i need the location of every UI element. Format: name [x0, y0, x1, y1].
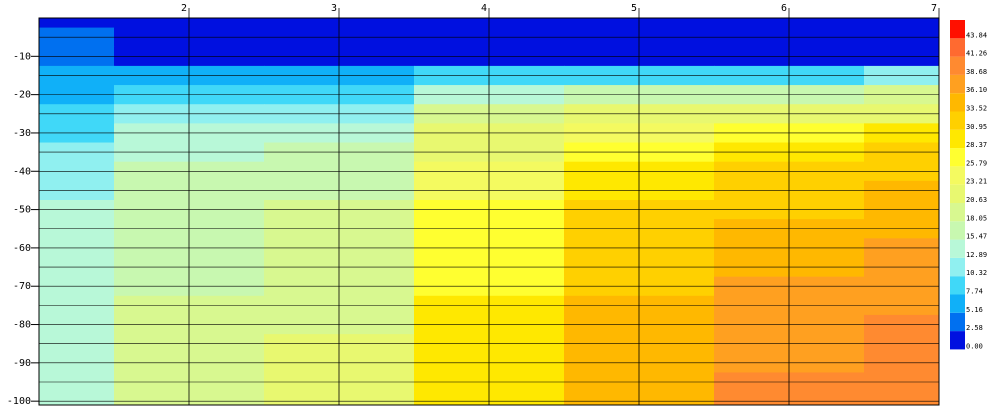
x-tick-label: 3 [331, 3, 337, 14]
y-tick-label: -70 [13, 281, 31, 292]
colorbar-label: 28.37 [966, 141, 987, 149]
plot-frame [38, 17, 940, 406]
colorbar-label: 43.84 [966, 31, 987, 39]
colorbar-swatch [950, 93, 965, 112]
x-tick-label: 2 [181, 3, 187, 14]
colorbar-label: 41.26 [966, 50, 987, 58]
colorbar-swatch [950, 221, 965, 240]
colorbar-label: 36.10 [966, 86, 987, 94]
x-tick-label: 6 [781, 3, 787, 14]
colorbar-label: 20.63 [966, 196, 987, 204]
x-tick-label: 4 [481, 3, 487, 14]
colorbar-swatch [950, 203, 965, 222]
colorbar-swatch [950, 331, 965, 350]
colorbar-label: 12.89 [966, 251, 987, 259]
y-tick-label: -10 [13, 51, 31, 62]
colorbar-label: 38.68 [966, 68, 987, 76]
colorbar-swatch [950, 184, 965, 203]
colorbar-swatch [950, 276, 965, 295]
y-tick-label: -100 [7, 396, 31, 407]
colorbar-label: 25.79 [966, 159, 987, 167]
y-tick-label: -20 [13, 90, 31, 101]
colorbar-label: 18.05 [966, 214, 987, 222]
x-tick-label: 5 [631, 3, 637, 14]
colorbar-label: 7.74 [966, 288, 983, 296]
colorbar-swatch [950, 312, 965, 332]
cell [39, 18, 115, 29]
colorbar-swatch [950, 239, 965, 258]
colorbar-label: 0.00 [966, 342, 983, 350]
colorbar-label: 30.95 [966, 123, 987, 131]
colorbar-label: 5.16 [966, 306, 983, 314]
colorbar-swatch [950, 166, 965, 185]
colorbar-swatch [950, 20, 965, 39]
colorbar-swatch [950, 129, 965, 149]
colorbar-label: 33.52 [966, 105, 987, 113]
x-tick-label: 7 [931, 3, 937, 14]
colorbar-swatch [950, 111, 965, 130]
colorbar-swatch [950, 56, 965, 75]
colorbar-label: 2.58 [966, 324, 983, 332]
colorbar-label: 23.21 [966, 178, 987, 186]
y-tick-label: -80 [13, 320, 31, 331]
y-tick-label: -50 [13, 205, 31, 216]
colorbar-label: 15.47 [966, 233, 987, 241]
colorbar-swatch [950, 148, 965, 167]
y-tick-label: -90 [13, 358, 31, 369]
colorbar-swatch [950, 74, 965, 94]
colorbar-swatch [950, 257, 965, 277]
y-tick-label: -60 [13, 243, 31, 254]
colorbar-swatch [950, 38, 965, 57]
y-tick-label: -40 [13, 166, 31, 177]
cell [864, 18, 940, 29]
colorbar-label: 10.32 [966, 269, 987, 277]
y-tick-label: -30 [13, 128, 31, 139]
cell [864, 391, 940, 406]
colorbar-swatch [950, 294, 965, 313]
cell [39, 391, 115, 406]
